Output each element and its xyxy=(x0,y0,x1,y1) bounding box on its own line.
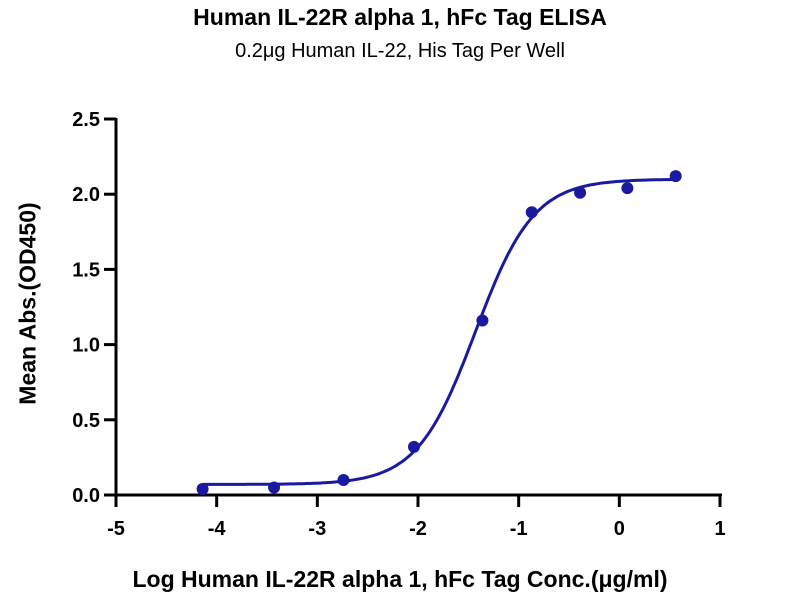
x-axis-label: Log Human IL-22R alpha 1, hFc Tag Conc.(… xyxy=(132,566,668,592)
x-tick-label: -1 xyxy=(510,518,528,540)
x-tick-label: -5 xyxy=(107,518,125,540)
x-tick-label: -3 xyxy=(308,518,326,540)
data-point xyxy=(669,170,682,183)
x-tick-label: -4 xyxy=(208,518,227,540)
y-tick-label: 1.0 xyxy=(72,335,100,357)
data-point xyxy=(337,473,350,486)
x-tick-label: -2 xyxy=(409,518,427,540)
data-point xyxy=(476,314,489,327)
data-point xyxy=(196,482,209,495)
x-tick-label: 0 xyxy=(614,518,625,540)
data-point xyxy=(574,186,587,199)
y-tick-label: 2.5 xyxy=(72,109,100,131)
fit-curve xyxy=(202,178,676,486)
y-tick-label: 1.5 xyxy=(72,259,100,281)
data-point xyxy=(525,206,538,219)
chart-subtitle: 0.2μg Human IL-22, His Tag Per Well xyxy=(235,40,565,62)
y-tick-label: 0.0 xyxy=(72,485,100,507)
data-point xyxy=(621,182,634,195)
chart-title: Human IL-22R alpha 1, hFc Tag ELISA xyxy=(193,4,607,30)
y-tick-label: 2.0 xyxy=(72,184,100,206)
x-tick-label: 1 xyxy=(714,518,725,540)
y-tick-label: 0.5 xyxy=(72,410,100,432)
data-point xyxy=(268,481,281,494)
data-point xyxy=(407,440,420,453)
